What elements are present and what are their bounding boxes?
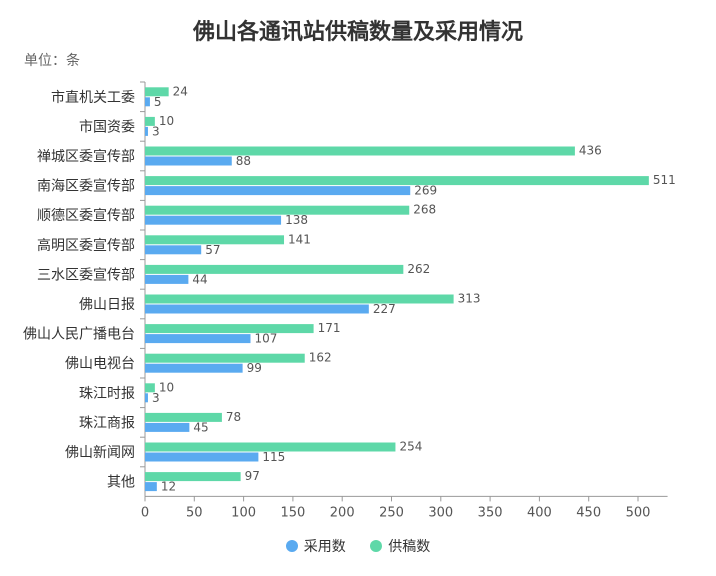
bar-submitted <box>145 146 575 156</box>
bar-submitted <box>145 205 410 215</box>
legend-label-submitted: 供稿数 <box>388 539 431 555</box>
x-tick-label: 250 <box>379 505 404 520</box>
data-label-submitted: 10 <box>159 380 174 394</box>
data-label-submitted: 262 <box>407 262 430 276</box>
data-label-submitted: 171 <box>318 321 341 335</box>
bar-submitted <box>145 353 305 363</box>
bar-submitted <box>145 294 454 304</box>
category-label: 珠江时报 <box>79 386 135 402</box>
bar-submitted <box>145 87 169 97</box>
category-label: 禅城区委宣传部 <box>37 149 135 165</box>
data-label-adopted: 99 <box>247 361 262 375</box>
category-label: 市国资委 <box>79 118 135 135</box>
legend-item-submitted[interactable]: 供稿数 <box>370 536 430 556</box>
legend: 采用数 供稿数 <box>0 536 716 556</box>
legend-dot-adopted <box>285 540 298 552</box>
data-label-adopted: 44 <box>192 272 207 286</box>
data-label-submitted: 10 <box>159 114 174 128</box>
data-label-submitted: 511 <box>653 173 676 187</box>
category-label: 高明区委宣传部 <box>37 237 135 254</box>
data-label-adopted: 88 <box>236 154 251 168</box>
bar-adopted <box>145 215 282 225</box>
data-label-adopted: 12 <box>161 480 176 494</box>
bar-submitted <box>145 264 404 274</box>
bar-adopted <box>145 156 232 166</box>
data-label-adopted: 269 <box>414 184 437 198</box>
bar-submitted <box>145 324 314 334</box>
x-tick-label: 50 <box>186 505 203 520</box>
bar-adopted <box>145 274 189 284</box>
x-tick-label: 100 <box>231 505 256 520</box>
data-label-submitted: 254 <box>399 440 422 454</box>
x-tick-label: 200 <box>330 505 355 520</box>
chart-title: 佛山各通讯站供稿数量及采用情况 <box>192 20 523 45</box>
legend-label-adopted: 采用数 <box>303 539 346 555</box>
bar-submitted <box>145 383 155 393</box>
category-label: 南海区委宣传部 <box>37 179 135 195</box>
data-label-adopted: 3 <box>152 391 160 405</box>
bar-submitted <box>145 235 285 245</box>
data-label-submitted: 97 <box>245 469 260 483</box>
data-label-adopted: 45 <box>193 420 208 434</box>
category-label: 佛山日报 <box>79 297 135 313</box>
bar-adopted <box>145 186 411 196</box>
legend-dot-submitted <box>370 540 383 552</box>
category-label: 三水区委宣传部 <box>37 267 135 283</box>
bar-adopted <box>145 363 243 373</box>
category-label: 佛山新闻网 <box>65 445 135 461</box>
bar-adopted <box>145 304 369 314</box>
bar-adopted <box>145 482 157 492</box>
x-tick-label: 300 <box>428 505 453 520</box>
bar-submitted <box>145 472 241 482</box>
category-label: 珠江商报 <box>79 415 135 431</box>
data-label-adopted: 107 <box>255 332 278 346</box>
data-label-adopted: 5 <box>154 95 162 109</box>
category-label: 佛山人民广播电台 <box>23 327 135 343</box>
bar-adopted <box>145 452 259 462</box>
x-tick-label: 150 <box>280 505 305 520</box>
bar-adopted <box>145 245 202 255</box>
data-label-submitted: 268 <box>413 203 436 217</box>
bar-adopted <box>145 393 148 403</box>
data-label-submitted: 78 <box>226 410 241 424</box>
data-label-adopted: 227 <box>373 302 396 316</box>
bar-submitted <box>145 412 222 422</box>
bar-submitted <box>145 176 649 186</box>
category-label: 佛山电视台 <box>65 356 135 372</box>
bar-adopted <box>145 126 148 136</box>
category-label: 市直机关工委 <box>51 89 135 106</box>
bar-adopted <box>145 97 150 107</box>
data-label-adopted: 115 <box>262 450 285 464</box>
x-tick-label: 400 <box>527 505 552 520</box>
unit-label: 单位：条 <box>24 53 80 69</box>
category-label: 其他 <box>107 475 135 491</box>
bar-adopted <box>145 422 190 432</box>
legend-item-adopted[interactable]: 采用数 <box>285 536 346 556</box>
data-label-submitted: 313 <box>458 292 481 306</box>
category-label: 顺德区委宣传部 <box>37 208 135 224</box>
bar-submitted <box>145 116 155 126</box>
data-label-submitted: 141 <box>288 232 311 246</box>
x-tick-label: 500 <box>626 505 651 520</box>
data-label-adopted: 138 <box>285 213 308 227</box>
x-tick-label: 450 <box>576 505 601 520</box>
data-label-adopted: 57 <box>205 243 220 257</box>
x-tick-label: 0 <box>141 505 149 520</box>
x-tick-label: 350 <box>478 505 503 520</box>
data-label-submitted: 162 <box>309 351 332 365</box>
bar-adopted <box>145 334 251 344</box>
bar-submitted <box>145 442 396 452</box>
data-label-submitted: 436 <box>579 144 602 158</box>
data-label-adopted: 3 <box>152 124 160 138</box>
data-label-submitted: 24 <box>173 84 188 98</box>
